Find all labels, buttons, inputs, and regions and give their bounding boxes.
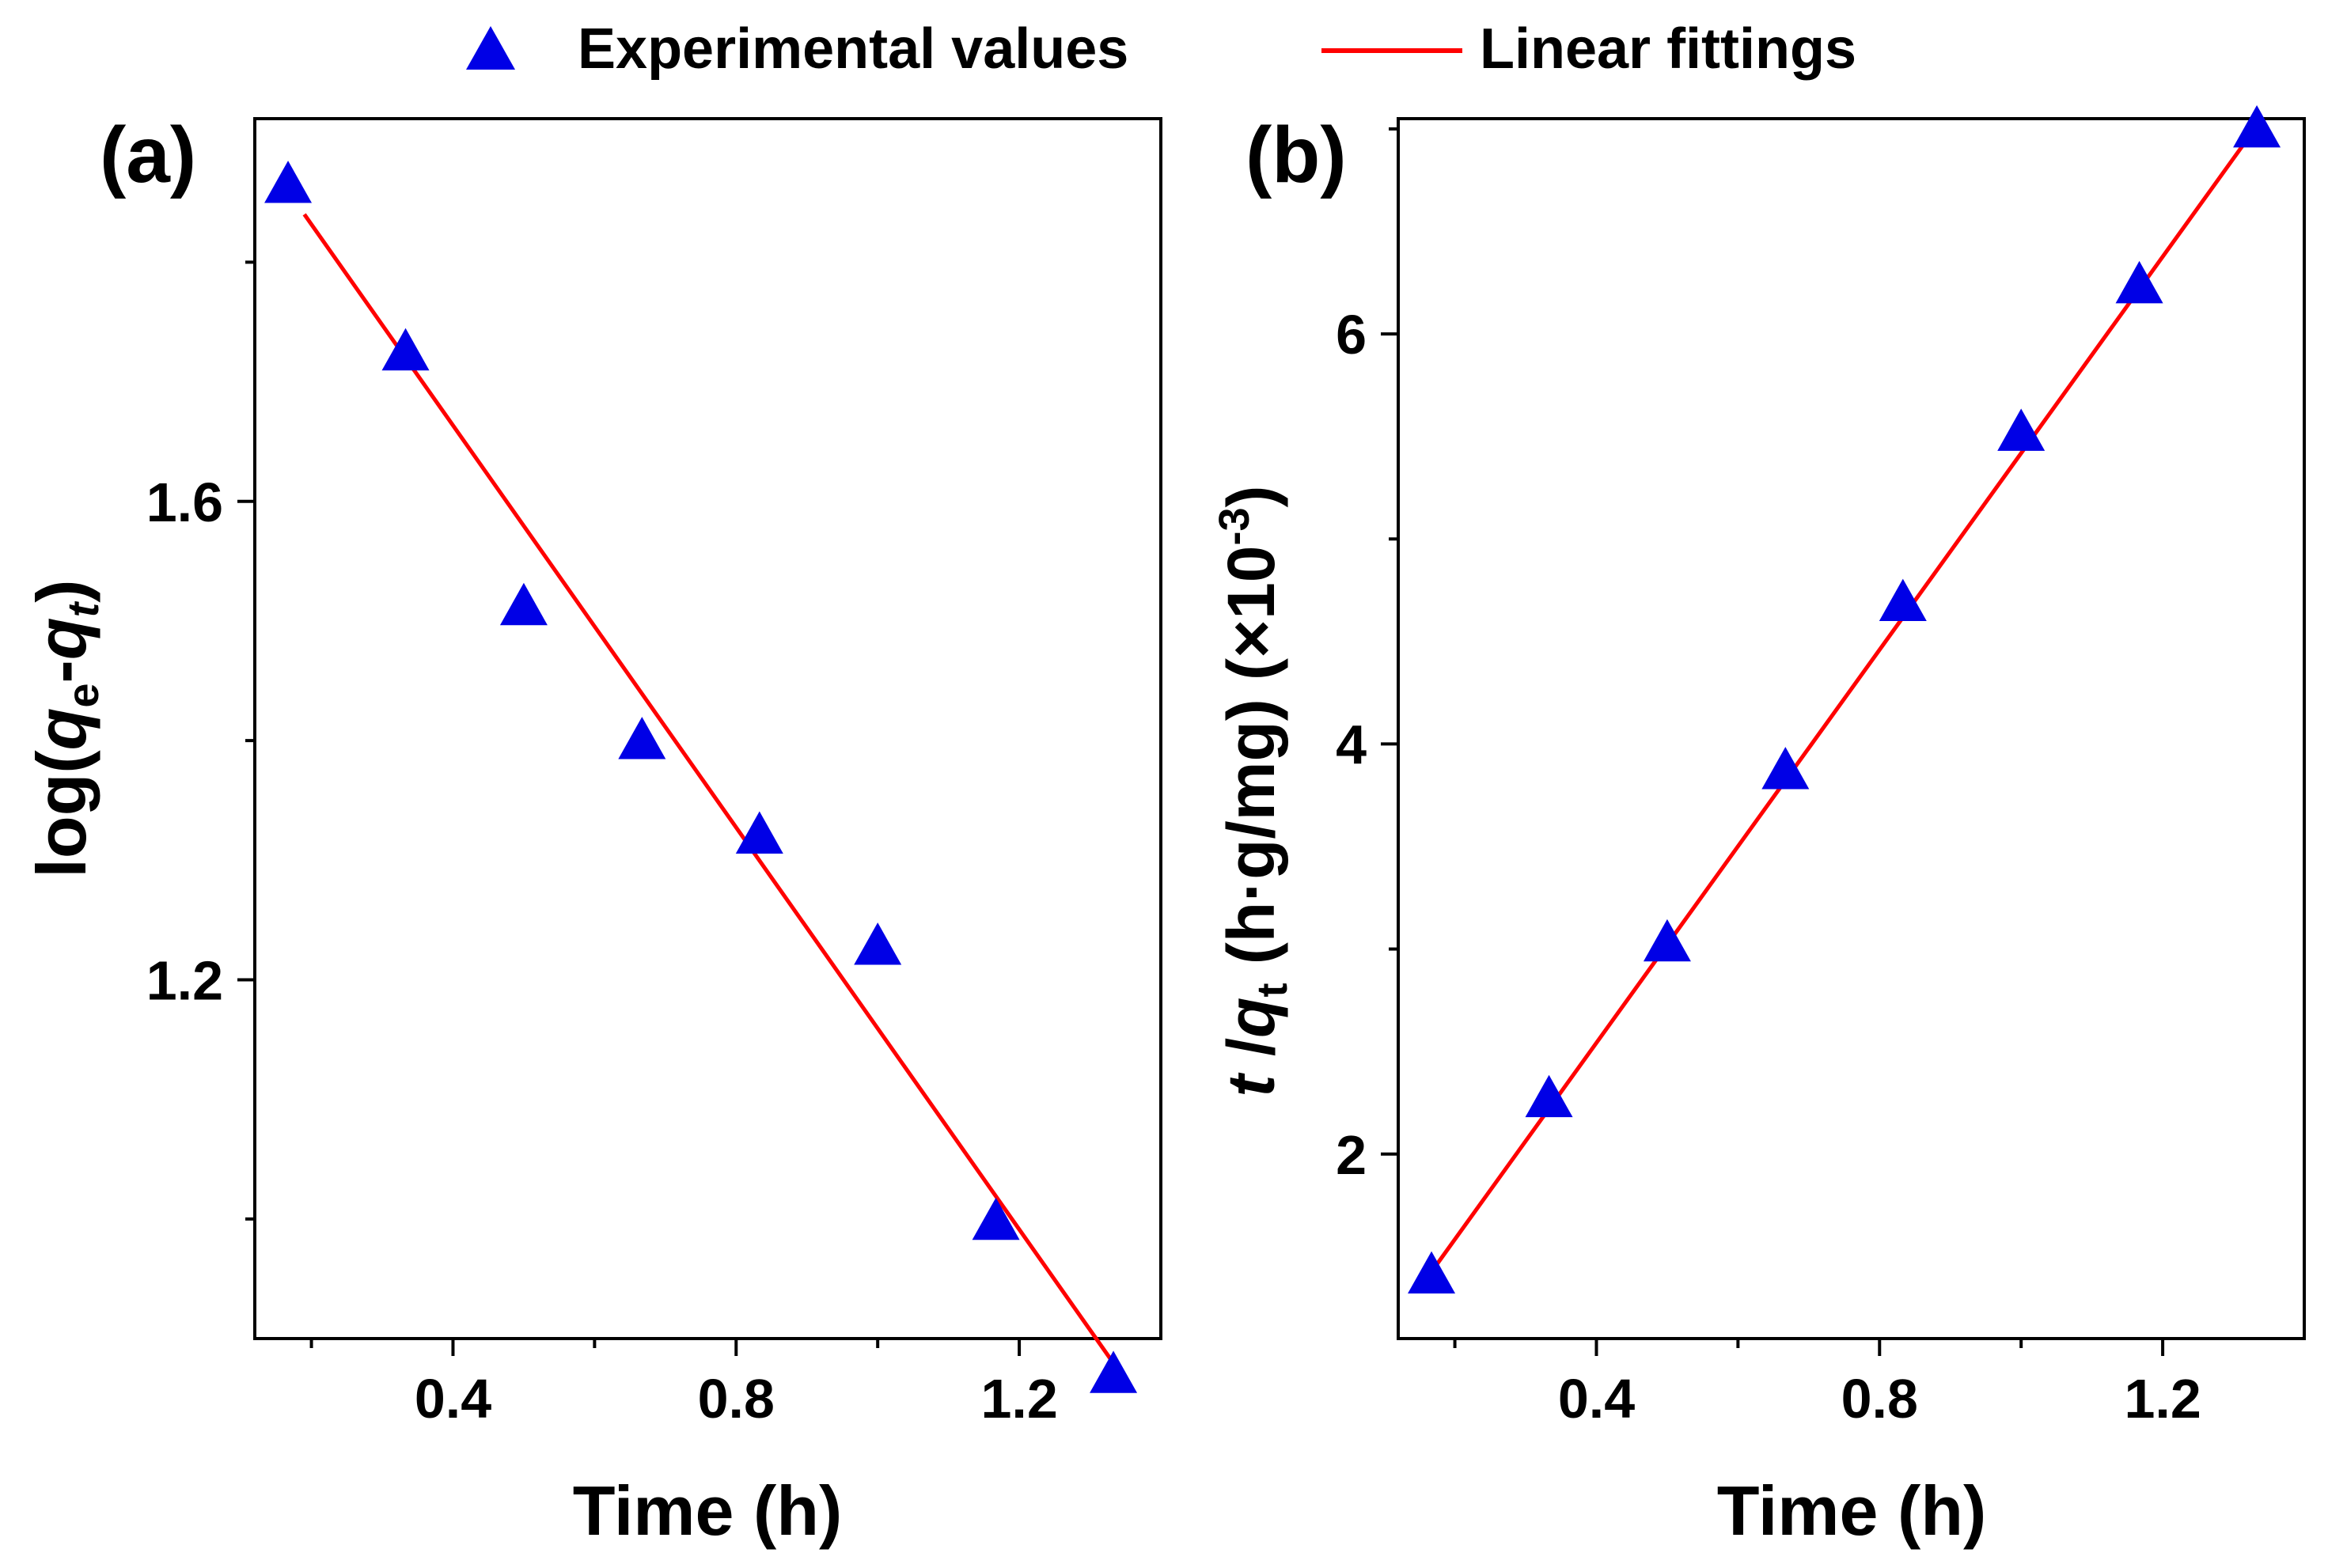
panel-a-data-point [499,582,548,626]
panel-a-data-point [735,811,783,854]
panel-a-y-title-q2: q [22,617,100,660]
panel-b-data-point [1997,408,2046,451]
panel-b-y-ticks: 2 4 6 [1336,127,1398,1186]
panel-b-y-axis-title: t /qt (h·g/mg) (×10-3) [1211,486,1296,1097]
panel-a-x-tick-label: 0.8 [698,1368,775,1430]
panel-a-x-tick-label: 1.2 [980,1368,1057,1430]
panel-b-data-point [1408,1251,1456,1294]
panel-b-fit-line [1431,127,2257,1271]
panel-b-y-title-t: t [1214,1072,1288,1096]
panel-a-x-ticks: 0.4 0.8 1.2 [309,1339,1058,1430]
panel-b-data-point [1643,918,1691,962]
panel-b-data-point [1525,1074,1573,1118]
legend-marker-icon [466,26,515,70]
panel-a-y-title-q1: q [22,708,100,751]
panel-a-y-title-suffix: ) [22,579,100,602]
panel-b-x-tick-label: 1.2 [2124,1368,2201,1430]
panel-b-frame [1397,117,2306,1340]
legend: Experimental values Linear fittings [466,17,1856,81]
panel-a-y-title-mid: - [22,660,100,683]
panel-a-x-tick-label: 0.4 [415,1368,491,1430]
panel-b-y-tick-label: 2 [1336,1124,1367,1186]
panel-a-data-point [618,717,666,759]
panel-b-x-axis-title: Time (h) [1717,1471,1987,1550]
panel-a-data-point [854,922,902,965]
panel-b-x-tick-label: 0.4 [1558,1368,1635,1430]
panel-a-y-axis-title: log(qe-qt) [22,579,108,877]
panel-b-x-tick-label: 0.8 [1841,1368,1918,1430]
panel-b-plot [1408,104,2281,1294]
panel-a-y-tick-label: 1.2 [146,949,223,1011]
panel-b-y-title-close: ) [1214,486,1288,508]
panel-b-y-tick-label: 6 [1336,304,1367,365]
panel-a-data-point [381,328,430,371]
panel-a-label: (a) [100,111,196,199]
panel-a-data-point [1090,1350,1138,1393]
panel-b-label: (b) [1246,111,1347,199]
panel-b-y-tick-label: 4 [1336,714,1367,775]
panel-b-y-title-q: q [1214,998,1288,1038]
panel-b-x-ticks: 0.4 0.8 1.2 [1453,1339,2201,1430]
panel-a-data-point [264,161,313,203]
panel-b-y-title-units: (h·g/mg) (×10 [1214,546,1288,983]
panel-b-data-point [2115,260,2163,304]
panel-b: (b) 0.4 0.8 1.2 246 Time (h) t /qt (h·g/mg… [1211,104,2306,1550]
panel-a-plot [264,161,1138,1393]
panel-a-x-axis-title: Time (h) [573,1471,843,1550]
panel-b-y-title-slash: / [1214,1038,1288,1075]
panel-a: (a) 0.4 0.8 1.2 1.21.6 Time (h) log(qe-qt) [22,111,1162,1550]
panel-b-data-point [1879,578,1927,622]
panel-b-y-title-sup: -3 [1211,507,1258,545]
panel-a-fit-line [302,213,1113,1362]
panel-b-data-point [1761,747,1810,790]
panel-b-y-title-sub: t [1249,983,1296,998]
panel-a-frame [253,117,1162,1340]
panel-a-y-title-sub2: t [58,600,108,617]
panel-a-y-tick-label: 1.6 [146,472,223,533]
legend-experimental-label: Experimental values [578,17,1128,81]
panel-a-data-point [972,1197,1020,1240]
panel-b-data-point [2233,104,2281,148]
panel-a-y-ticks: 1.2 1.6 [146,260,255,1221]
panel-a-y-title-sub1: e [58,683,108,707]
legend-fit-label: Linear fittings [1480,17,1856,81]
panel-a-y-title-prefix: log( [22,750,100,878]
